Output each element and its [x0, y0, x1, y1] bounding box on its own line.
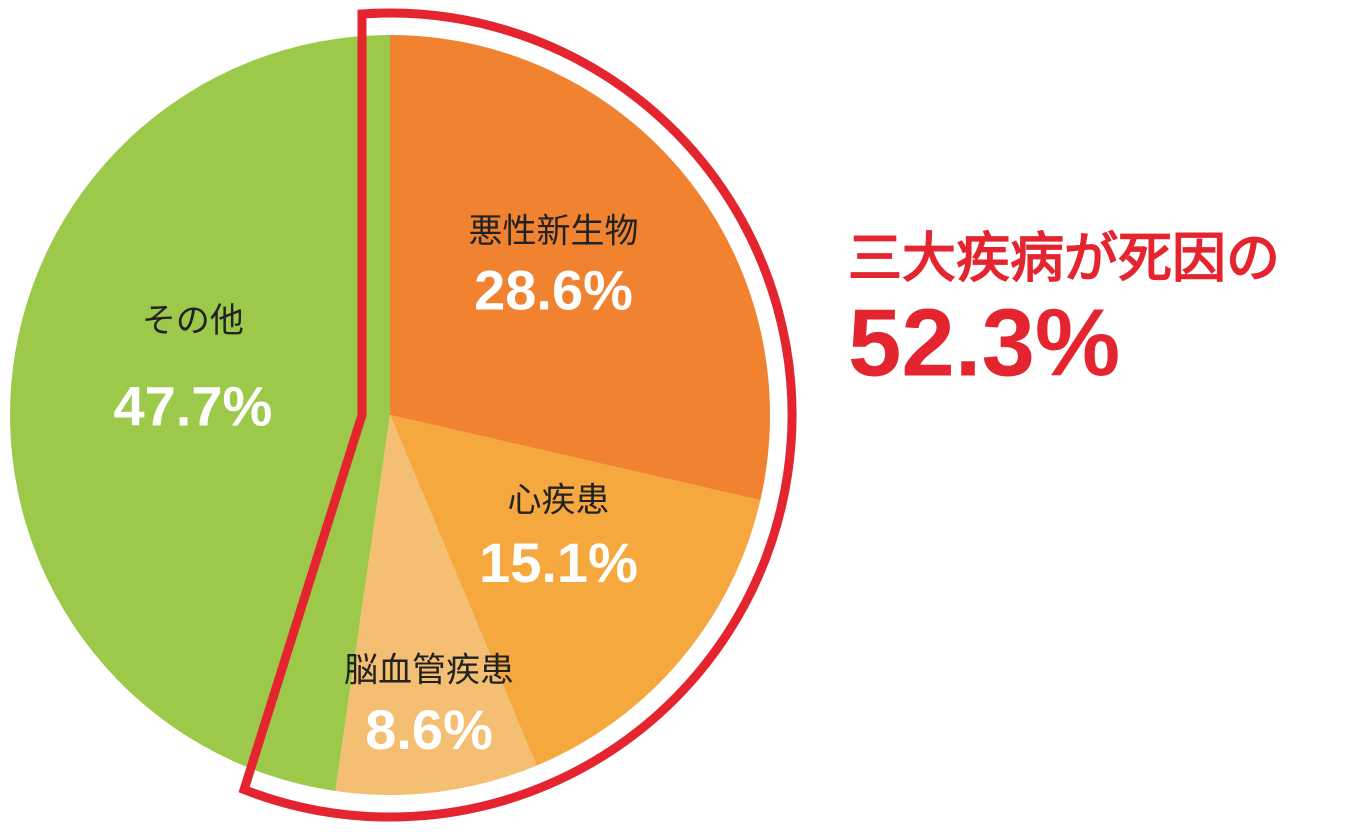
highlight-value: 52.3%: [848, 289, 1120, 396]
slice-label: その他: [142, 301, 244, 341]
slice-label: 心疾患: [507, 481, 609, 521]
slice-label: 悪性新生物: [469, 211, 639, 251]
slice-value: 47.7%: [114, 375, 273, 438]
slices: [9, 35, 770, 795]
pie-slice: [390, 35, 770, 501]
slice-value: 28.6%: [474, 259, 633, 322]
pie-slice: [9, 35, 390, 792]
slice-value: 8.6%: [365, 698, 493, 761]
slice-value: 15.1%: [479, 531, 638, 594]
slice-label: 脳血管疾患: [344, 651, 514, 691]
highlight-title: 三大疾病が死因の: [848, 227, 1280, 290]
pie-slice: [390, 415, 761, 766]
highlight-outline: [238, 8, 797, 822]
labels: 悪性新生物 28.6% 心疾患 15.1% 脳血管疾患 8.6% その他 47.7%: [114, 211, 639, 761]
pie-slice: [335, 415, 537, 795]
